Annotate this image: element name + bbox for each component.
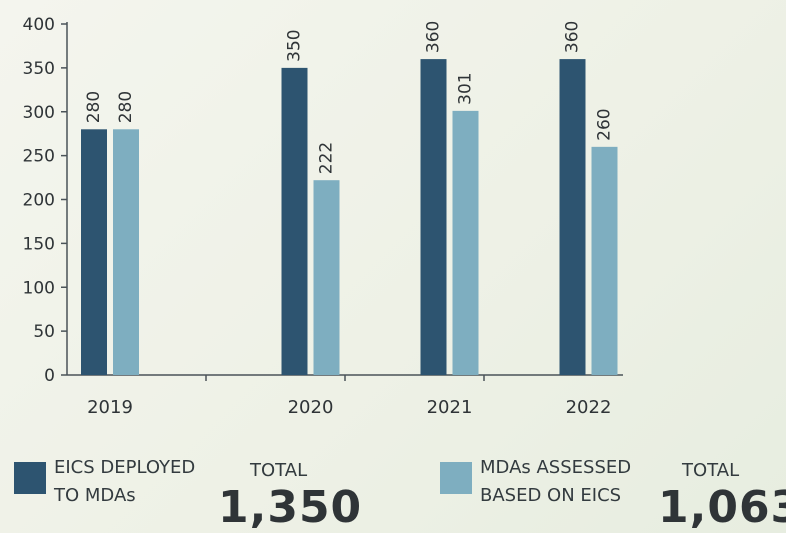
legend-label-mdas-assessed: MDAs ASSESSED BASED ON EICS: [480, 457, 632, 506]
bar: [281, 67, 308, 375]
bar: [559, 59, 586, 375]
bar-value-label: 360: [563, 21, 583, 53]
bar-value-label: 350: [285, 29, 305, 61]
bar-value-label: 360: [424, 21, 444, 53]
y-tick-label: 100: [23, 278, 55, 298]
y-tick-label: 50: [33, 322, 55, 342]
y-tick-label: 300: [23, 103, 55, 123]
legend-item-mdas-assessed: MDAs ASSESSED BASED ON EICS TOTAL 1,063: [390, 440, 786, 533]
y-tick-label: 350: [23, 59, 55, 79]
total-value-mdas-assessed: 1,063: [658, 482, 786, 533]
bar: [591, 146, 618, 375]
legend-swatch-mdas-assessed: [440, 462, 472, 494]
bar: [452, 110, 479, 375]
bar: [420, 59, 447, 375]
total-value-eics-deployed: 1,350: [218, 482, 363, 533]
bar-value-label: 301: [456, 72, 476, 104]
total-label-eics-deployed: TOTAL: [250, 460, 308, 481]
y-tick-label: 150: [23, 234, 55, 254]
legend-label-eics-deployed: EICS DEPLOYED TO MDAs: [54, 457, 196, 506]
x-tick-label: 2021: [427, 397, 473, 418]
bar: [313, 180, 340, 375]
y-tick-label: 0: [44, 366, 55, 386]
legend-item-eics-deployed: EICS DEPLOYED TO MDAs TOTAL 1,350: [0, 440, 390, 533]
bar: [81, 129, 107, 375]
y-tick-label: 250: [23, 147, 55, 167]
bar: [113, 129, 139, 375]
y-tick-label: 400: [23, 15, 55, 35]
bar-value-label: 280: [84, 91, 104, 123]
legend-swatch-eics-deployed: [14, 462, 46, 494]
y-tick-label: 200: [23, 191, 55, 211]
bar-chart: 0 50 100 150 200 250 300 350 400 280 280 2019 350 222…: [23, 15, 623, 418]
x-tick-label: 2022: [566, 397, 612, 418]
x-tick-label: 2020: [288, 397, 334, 418]
bar-value-label: 280: [116, 91, 136, 123]
x-tick-label: 2019: [87, 397, 133, 418]
bar-value-label: 260: [595, 108, 615, 140]
bar-value-label: 222: [317, 142, 337, 174]
total-label-mdas-assessed: TOTAL: [682, 460, 740, 481]
